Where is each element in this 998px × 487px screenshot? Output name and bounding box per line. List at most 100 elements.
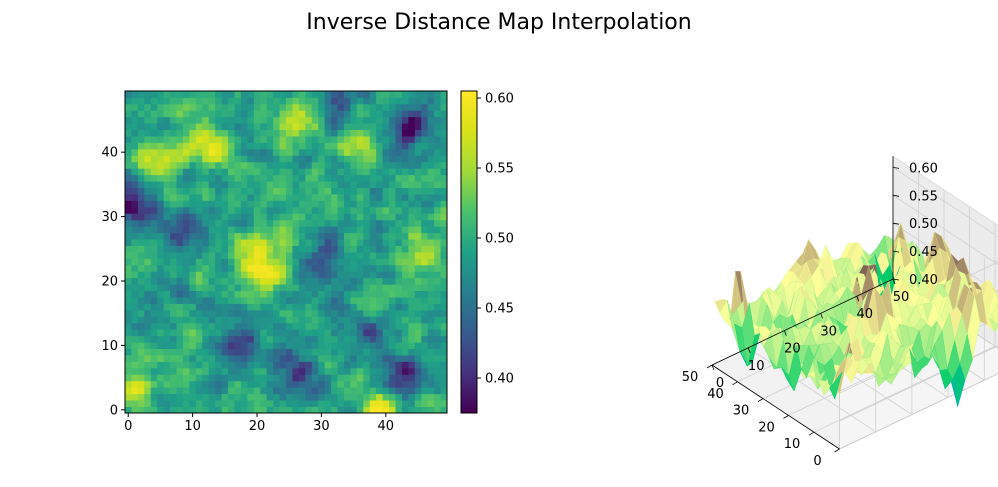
heatmap-cell bbox=[273, 174, 280, 182]
heatmap-cell bbox=[189, 174, 197, 182]
heatmap-cell bbox=[305, 374, 313, 382]
heatmap-cell bbox=[421, 232, 429, 240]
heatmap-cell bbox=[363, 219, 371, 227]
heatmap-cell bbox=[240, 129, 248, 137]
heatmap-cell bbox=[163, 200, 171, 208]
heatmap-cell bbox=[292, 194, 300, 201]
heatmap-cell bbox=[144, 258, 152, 266]
heatmap-cell bbox=[163, 322, 171, 330]
heatmap-cell bbox=[240, 110, 248, 118]
heatmap-cell bbox=[247, 290, 255, 298]
heatmap-cell bbox=[195, 335, 203, 343]
heatmap-cell bbox=[234, 116, 242, 124]
heatmap-cell bbox=[343, 155, 351, 163]
heatmap-cell bbox=[401, 155, 409, 163]
heatmap-cell bbox=[234, 355, 242, 362]
heatmap-cell bbox=[369, 355, 377, 362]
heatmap-cell bbox=[253, 103, 261, 111]
heatmap-cell bbox=[318, 374, 326, 382]
heatmap-cell bbox=[260, 277, 268, 285]
heatmap-cell bbox=[427, 361, 435, 369]
heatmap-cell bbox=[421, 322, 429, 330]
colorbar-gradient bbox=[460, 90, 478, 414]
heatmap-cell bbox=[144, 342, 152, 349]
heatmap-cell bbox=[170, 303, 177, 311]
heatmap-cell bbox=[170, 142, 177, 150]
heatmap-cell bbox=[144, 239, 152, 246]
heatmap-cell bbox=[421, 387, 429, 395]
heatmap-cell bbox=[195, 148, 203, 156]
heatmap-cell bbox=[363, 387, 371, 395]
surface3d-y-tick bbox=[892, 278, 896, 285]
heatmap-cell bbox=[189, 264, 197, 272]
heatmap-cell bbox=[221, 226, 229, 234]
heatmap-cell bbox=[137, 387, 145, 395]
heatmap-cell bbox=[331, 342, 338, 349]
heatmap-cell bbox=[389, 400, 396, 407]
heatmap-cell bbox=[273, 374, 280, 382]
heatmap-cell bbox=[408, 232, 416, 240]
heatmap-cell bbox=[234, 361, 242, 369]
heatmap-cell bbox=[408, 129, 416, 137]
heatmap-cell bbox=[421, 97, 429, 105]
heatmap-cell bbox=[305, 103, 313, 111]
heatmap-cell bbox=[286, 264, 293, 272]
heatmap-cell bbox=[170, 116, 177, 124]
heatmap-cell bbox=[266, 110, 274, 118]
heatmap-cell bbox=[208, 142, 216, 150]
heatmap-cell bbox=[228, 329, 235, 337]
heatmap-cell bbox=[324, 219, 332, 227]
colorbar: 0.400.450.500.550.60 bbox=[460, 90, 514, 414]
heatmap-cell bbox=[137, 91, 145, 98]
heatmap-cell bbox=[292, 252, 300, 259]
heatmap-cell bbox=[234, 335, 242, 343]
heatmap-cell bbox=[273, 252, 280, 259]
heatmap-cell bbox=[195, 239, 203, 246]
heatmap-cell bbox=[125, 232, 132, 240]
heatmap-cell bbox=[266, 406, 274, 414]
heatmap-cell bbox=[350, 239, 358, 246]
heatmap-cell bbox=[189, 309, 197, 317]
heatmap-cell bbox=[324, 374, 332, 382]
heatmap-cell bbox=[253, 284, 261, 292]
heatmap-cell bbox=[189, 271, 197, 279]
heatmap-cell bbox=[208, 284, 216, 292]
heatmap-cell bbox=[401, 219, 409, 227]
heatmap-cell bbox=[157, 239, 165, 246]
heatmap-cell bbox=[421, 213, 429, 221]
heatmap-cell bbox=[195, 297, 203, 304]
heatmap-cell bbox=[202, 284, 210, 292]
heatmap-cell bbox=[440, 316, 448, 324]
heatmap-cell bbox=[421, 181, 429, 188]
heatmap-cell bbox=[318, 161, 326, 169]
heatmap-cell bbox=[157, 316, 165, 324]
heatmap-cell bbox=[279, 355, 287, 362]
heatmap-cell bbox=[279, 245, 287, 253]
heatmap-cell bbox=[324, 348, 332, 356]
heatmap-cell bbox=[350, 97, 358, 105]
heatmap-cell bbox=[189, 155, 197, 163]
heatmap-cell bbox=[279, 258, 287, 266]
heatmap-cell bbox=[343, 393, 351, 401]
heatmap-cell bbox=[389, 322, 396, 330]
heatmap-cell bbox=[279, 168, 287, 176]
heatmap-cell bbox=[324, 406, 332, 414]
heatmap-cell bbox=[401, 161, 409, 169]
heatmap-cell bbox=[182, 303, 190, 311]
heatmap-cell bbox=[311, 239, 319, 246]
heatmap-cell bbox=[369, 361, 377, 369]
heatmap-cell bbox=[286, 355, 293, 362]
heatmap-cell bbox=[343, 264, 351, 272]
heatmap-cell bbox=[350, 232, 358, 240]
heatmap-cell bbox=[202, 91, 210, 98]
heatmap-cell bbox=[434, 348, 441, 356]
heatmap-cell bbox=[170, 387, 177, 395]
heatmap-cell bbox=[234, 97, 242, 105]
heatmap-cell bbox=[170, 161, 177, 169]
heatmap-cell bbox=[157, 245, 165, 253]
heatmap-cell bbox=[221, 252, 229, 259]
heatmap-cell bbox=[253, 380, 261, 388]
heatmap-cell bbox=[356, 116, 364, 124]
heatmap-cell bbox=[331, 174, 338, 182]
